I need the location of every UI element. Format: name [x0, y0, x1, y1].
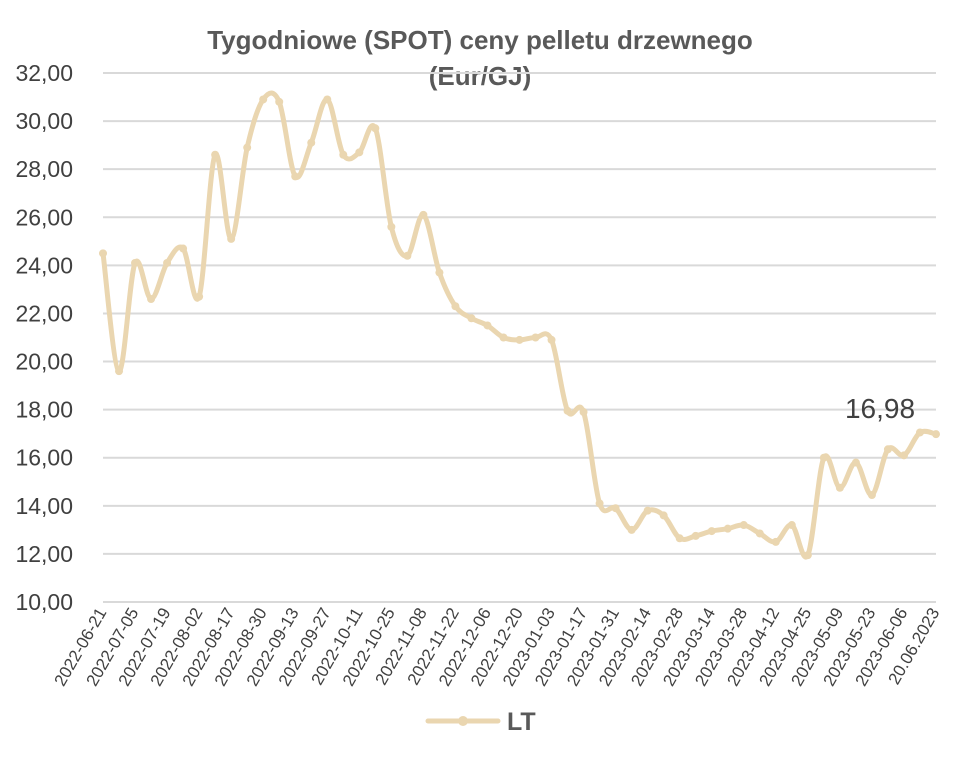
y-tick-label: 10,00 [15, 589, 73, 615]
data-point [883, 445, 892, 454]
data-point [563, 406, 572, 415]
series-line-lt [100, 90, 937, 560]
y-axis-ticks: 10,00 12,00 14,00 16,00 18,00 20,00 22,00 24,00… [15, 60, 73, 615]
data-point [339, 150, 348, 159]
data-point [115, 367, 124, 376]
data-point [787, 521, 796, 530]
legend: LT [425, 708, 536, 736]
data-label-last: 16,98 [845, 393, 915, 424]
data-point [659, 511, 668, 520]
gridlines [103, 72, 936, 603]
data-point [419, 210, 428, 219]
data-point [579, 408, 588, 417]
data-point [691, 531, 700, 540]
data-point [179, 244, 188, 253]
data-point [899, 451, 908, 460]
data-point [99, 249, 107, 258]
chart-title-line1: Tygodniowe (SPOT) ceny pelletu drzewnego [207, 25, 753, 55]
data-point [483, 321, 492, 330]
data-point [163, 258, 172, 267]
y-tick-label: 22,00 [15, 300, 73, 326]
data-point [275, 97, 284, 106]
data-point [387, 222, 396, 231]
y-tick-label: 20,00 [15, 349, 73, 375]
legend-marker-lt [458, 716, 468, 726]
data-point [595, 499, 604, 508]
data-point [851, 458, 860, 467]
data-point [819, 453, 828, 462]
data-point [467, 314, 476, 323]
data-point [147, 295, 156, 304]
data-point [131, 258, 140, 267]
data-point [803, 551, 812, 560]
data-point [499, 333, 508, 342]
data-point [371, 124, 380, 133]
data-point [195, 292, 204, 301]
chart-title-line2: (Eur/GJ) [428, 61, 532, 91]
x-axis-ticks: 2022-06-212022-07-052022-07-192022-08-02… [51, 605, 944, 690]
data-point [531, 333, 540, 342]
data-point [627, 525, 636, 534]
data-point [355, 148, 364, 157]
y-tick-label: 12,00 [15, 541, 73, 567]
y-tick-label: 16,00 [15, 445, 73, 471]
data-point [643, 506, 652, 515]
data-point [259, 95, 268, 104]
data-labels: 16,98 [845, 393, 915, 424]
data-point [547, 335, 556, 344]
y-tick-label: 18,00 [15, 397, 73, 423]
data-point [707, 527, 716, 536]
data-point [451, 302, 460, 311]
data-point [403, 251, 412, 260]
data-point [915, 428, 924, 437]
data-point [739, 521, 748, 530]
data-point [835, 483, 844, 492]
data-point [755, 529, 764, 538]
data-point [291, 172, 300, 181]
data-point [867, 490, 876, 499]
y-tick-label: 24,00 [15, 252, 73, 278]
data-point [435, 268, 444, 277]
data-point [515, 335, 524, 344]
data-point [771, 537, 780, 546]
data-point [323, 95, 332, 104]
data-point [227, 234, 236, 243]
y-tick-label: 14,00 [15, 493, 73, 519]
legend-label-lt: LT [507, 708, 536, 736]
y-tick-label: 32,00 [15, 60, 73, 86]
y-tick-label: 26,00 [15, 204, 73, 230]
data-point [211, 150, 220, 159]
y-tick-label: 28,00 [15, 156, 73, 182]
data-point [307, 138, 316, 147]
data-point [932, 430, 940, 439]
data-point [675, 534, 684, 543]
series-lt [99, 90, 940, 560]
y-tick-label: 30,00 [15, 108, 73, 134]
data-point [243, 143, 252, 152]
data-point [611, 504, 620, 513]
chart-title: Tygodniowe (SPOT) ceny pelletu drzewnego… [120, 22, 840, 94]
data-point [723, 524, 732, 533]
